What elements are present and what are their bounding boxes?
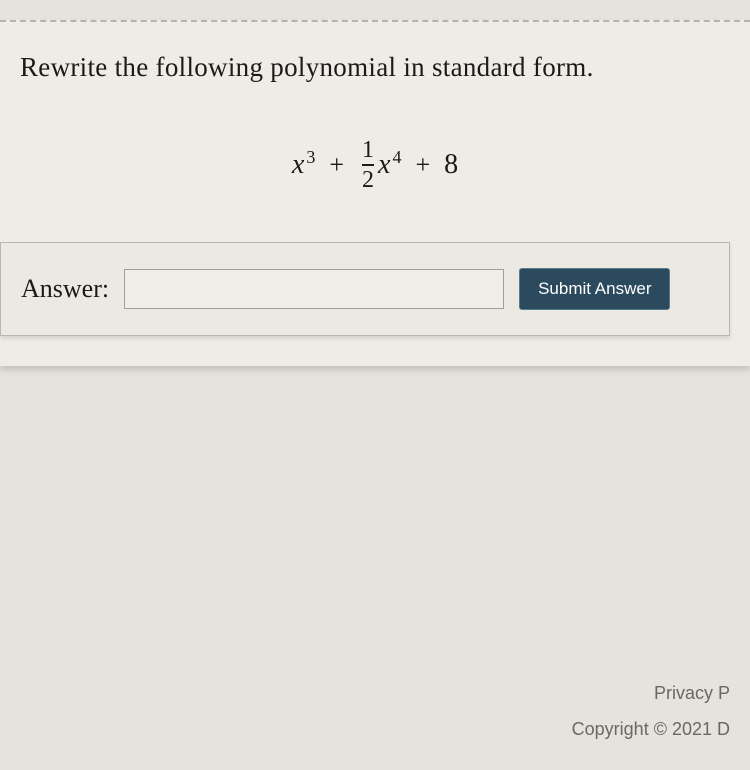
fraction-numerator: 1 xyxy=(362,138,374,164)
constant-8: 8 xyxy=(444,149,458,181)
footer: Privacy P Copyright © 2021 D xyxy=(572,683,730,740)
equation-container: x3 + 1 2 x4 + 8 xyxy=(0,138,750,192)
fraction-half: 1 2 xyxy=(362,138,374,192)
answer-input[interactable] xyxy=(124,269,504,309)
answer-box: Answer: Submit Answer xyxy=(0,242,730,336)
plus-operator-2: + xyxy=(415,150,430,180)
fraction-denominator: 2 xyxy=(362,166,374,192)
plus-operator-1: + xyxy=(329,150,344,180)
privacy-link[interactable]: Privacy P xyxy=(572,683,730,704)
answer-label: Answer: xyxy=(21,274,109,304)
variable-x: x xyxy=(292,149,304,181)
polynomial-equation: x3 + 1 2 x4 + 8 xyxy=(292,138,458,192)
variable-x-2: x xyxy=(378,149,390,181)
question-text: Rewrite the following polynomial in stan… xyxy=(0,22,750,103)
term-1: x3 xyxy=(292,149,315,181)
exponent-4: 4 xyxy=(392,147,401,168)
exponent-3: 3 xyxy=(306,147,315,168)
copyright-text: Copyright © 2021 D xyxy=(572,719,730,740)
term-3: 8 xyxy=(444,149,458,181)
content-section: Rewrite the following polynomial in stan… xyxy=(0,20,750,366)
submit-answer-button[interactable]: Submit Answer xyxy=(519,268,670,310)
term-2: 1 2 x4 xyxy=(358,138,401,192)
